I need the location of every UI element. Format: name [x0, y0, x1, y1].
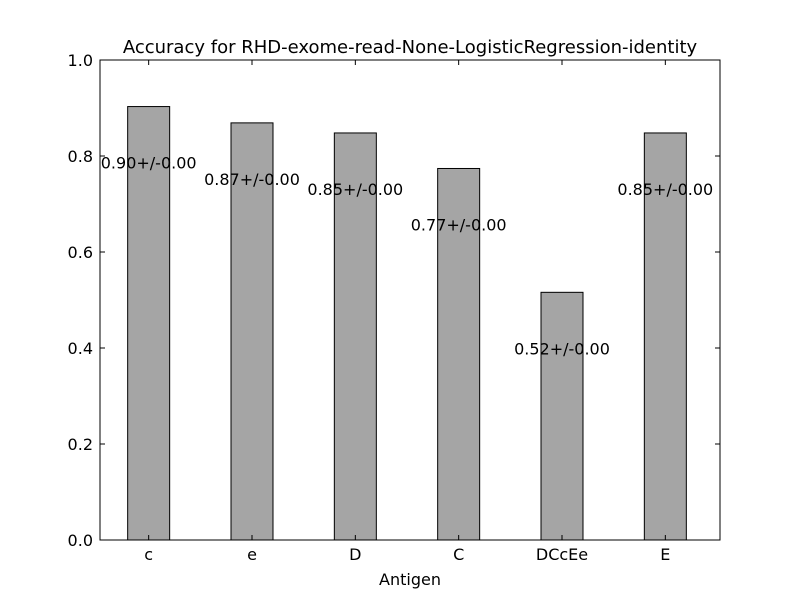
y-tick-label: 1.0	[68, 51, 93, 70]
data-label-c: 0.90+/-0.00	[101, 154, 197, 173]
plot-frame	[99, 59, 721, 541]
data-labels-group: 0.90+/-0.00 0.87+/-0.00 0.85+/-0.00 0.77+/-…	[101, 154, 713, 359]
bar-E	[643, 132, 687, 541]
x-tick-label-c: c	[144, 545, 153, 564]
x-tick-label-E: E	[660, 545, 670, 564]
y-tick-label: 0.4	[68, 339, 93, 358]
y-tick-label: 0.8	[68, 147, 93, 166]
y-axis: 0.0 0.2 0.4 0.6 0.8 1.0	[68, 51, 720, 550]
data-label-D: 0.85+/-0.00	[307, 180, 403, 199]
bars-group	[127, 106, 687, 541]
y-tick-label: 0.0	[68, 531, 93, 550]
x-tick-label-C: C	[453, 545, 464, 564]
bar-C	[437, 167, 481, 541]
chart-title: Accuracy for RHD-exome-read-None-Logisti…	[123, 37, 698, 58]
data-label-e: 0.87+/-0.00	[204, 170, 300, 189]
bar-D	[333, 132, 377, 541]
data-label-DCcEe: 0.52+/-0.00	[514, 339, 610, 358]
x-tick-label-DCcEe: DCcEe	[536, 545, 588, 564]
bar-DCcEe	[540, 291, 584, 541]
x-tick-label-e: e	[247, 545, 257, 564]
data-label-C: 0.77+/-0.00	[411, 215, 507, 234]
bar-e	[230, 122, 274, 541]
x-axis: c e D C DCcEe E	[144, 60, 670, 564]
bar-c	[127, 106, 171, 541]
x-tick-label-D: D	[349, 545, 361, 564]
x-axis-label: Antigen	[379, 570, 441, 589]
y-tick-label: 0.6	[68, 243, 93, 262]
data-label-E: 0.85+/-0.00	[617, 180, 713, 199]
y-tick-label: 0.2	[68, 435, 93, 454]
